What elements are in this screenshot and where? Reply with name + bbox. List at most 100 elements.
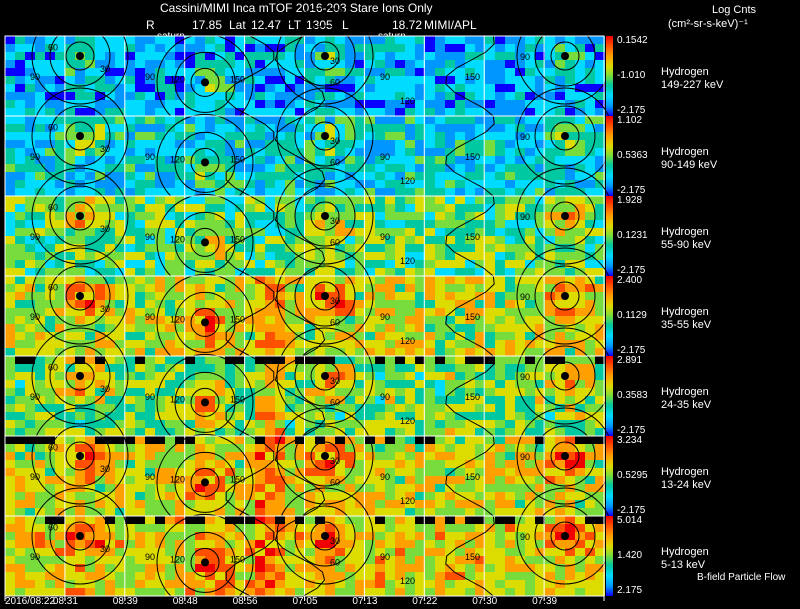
heatmap-cell (415, 516, 425, 524)
heatmap-cell (105, 516, 115, 524)
heatmap-cell (415, 500, 425, 508)
heatmap-cell (225, 204, 235, 212)
heatmap-cell (335, 76, 345, 84)
heatmap-cell (165, 332, 175, 340)
contour-label: 30 (330, 56, 340, 66)
heatmap-cell (445, 300, 455, 308)
heatmap-cell (85, 236, 95, 244)
heatmap-cell (455, 140, 465, 148)
heatmap-cell (475, 492, 485, 500)
pitch-angle-contour (445, 355, 495, 437)
heatmap-cell (525, 180, 535, 188)
heatmap-cell (295, 364, 305, 372)
heatmap-cell (335, 172, 345, 180)
heatmap-cell (365, 524, 375, 532)
heatmap-cell (455, 260, 465, 268)
heatmap-cell (425, 444, 435, 452)
heatmap-cell (445, 580, 455, 588)
heatmap-cell (455, 404, 465, 412)
heatmap-cell (175, 84, 185, 92)
heatmap-cell (375, 212, 385, 220)
heatmap-cell (245, 92, 255, 100)
heatmap-cell (135, 484, 145, 492)
heatmap-cell (305, 84, 315, 92)
heatmap-cell (565, 140, 575, 148)
heatmap-cell (435, 196, 445, 204)
heatmap-cell (155, 540, 165, 548)
heatmap-cell (25, 44, 35, 52)
heatmap-cell (25, 276, 35, 284)
heatmap-cell (305, 124, 315, 132)
heatmap-cell (585, 300, 595, 308)
heatmap-cell (405, 420, 415, 428)
heatmap-cell (575, 364, 585, 372)
heatmap-cell (585, 236, 595, 244)
heatmap-cell (515, 284, 525, 292)
heatmap-cell (15, 428, 25, 436)
heatmap-cell (475, 252, 485, 260)
heatmap-cell (305, 340, 315, 348)
heatmap-cell (215, 356, 225, 364)
heatmap-cell (525, 452, 535, 460)
heatmap-cell (215, 332, 225, 340)
pitch-angle-contour (534, 505, 596, 567)
heatmap-cell (135, 212, 145, 220)
contour-label: 90 (145, 312, 155, 322)
heatmap-cell (125, 492, 135, 500)
heatmap-cell (85, 92, 95, 100)
heatmap-cell (85, 428, 95, 436)
heatmap-cell (355, 580, 365, 588)
heatmap-cell (115, 132, 125, 140)
heatmap-cell (355, 388, 365, 396)
heatmap-cell (115, 108, 125, 116)
heatmap-cell (425, 76, 435, 84)
heatmap-cell (515, 340, 525, 348)
heatmap-cell (415, 132, 425, 140)
heatmap-cell (75, 252, 85, 260)
heatmap-cell (545, 444, 555, 452)
heatmap-cell (565, 452, 575, 460)
heatmap-cell (295, 332, 305, 340)
heatmap-cell (165, 252, 175, 260)
heatmap-cell (365, 476, 375, 484)
heatmap-cell (145, 260, 155, 268)
heatmap-cell (475, 268, 485, 276)
heatmap-cell (455, 372, 465, 380)
contour-label: 30 (100, 224, 110, 234)
heatmap-cell (115, 124, 125, 132)
heatmap-cell (405, 476, 415, 484)
heatmap-cell (545, 316, 555, 324)
heatmap-cell (125, 308, 135, 316)
heatmap-cell (5, 460, 15, 468)
heatmap-cell (295, 532, 305, 540)
heatmap-cell (115, 148, 125, 156)
heatmap-cell (555, 132, 565, 140)
heatmap-cell (275, 140, 285, 148)
heatmap-cell (105, 204, 115, 212)
heatmap-cell (375, 516, 385, 524)
heatmap-cell (295, 212, 305, 220)
heatmap-cell (235, 484, 245, 492)
heatmap-cell (155, 276, 165, 284)
heatmap-cell (345, 460, 355, 468)
heatmap-cell (135, 500, 145, 508)
heatmap-cell (115, 60, 125, 68)
heatmap-cell (405, 196, 415, 204)
heatmap-cell (485, 588, 495, 596)
heatmap-cell (65, 588, 75, 596)
heatmap-cell (575, 76, 585, 84)
heatmap-cell (85, 476, 95, 484)
heatmap-cell (305, 556, 315, 564)
heatmap-cell (485, 348, 495, 356)
heatmap-cell (225, 44, 235, 52)
heatmap-cell (95, 548, 105, 556)
heatmap-cell (505, 236, 515, 244)
pitch-angle-contour (156, 513, 254, 609)
heatmap-cell (195, 132, 205, 140)
heatmap-cell (155, 500, 165, 508)
heatmap-cell (585, 588, 595, 596)
heatmap-cell (175, 228, 185, 236)
heatmap-cell (535, 108, 545, 116)
heatmap-cell (95, 500, 105, 508)
r-label: R (146, 18, 155, 32)
